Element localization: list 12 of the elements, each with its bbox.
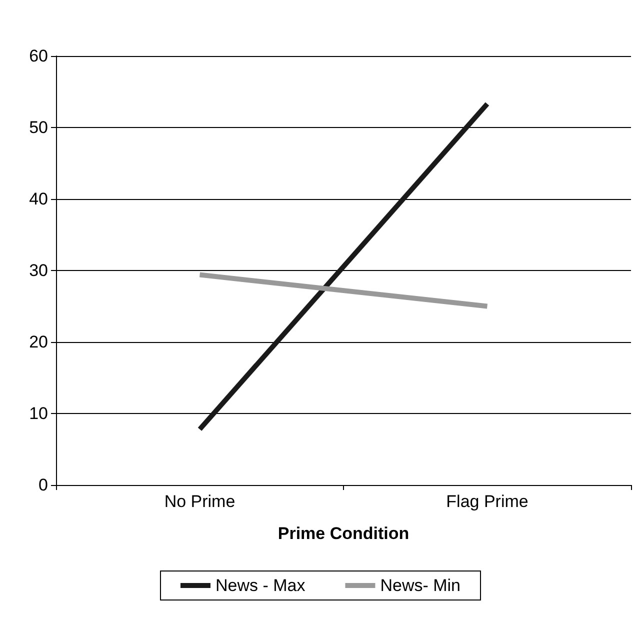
y-tick-label: 40 xyxy=(29,190,48,208)
y-tick-label: 0 xyxy=(38,476,48,494)
y-tick-label: 20 xyxy=(29,332,48,352)
x-tick-label: Flag Prime xyxy=(446,492,528,511)
y-tick-label: 10 xyxy=(29,404,48,423)
x-tick-label: No Prime xyxy=(164,492,236,511)
legend-label: News- Min xyxy=(380,576,461,595)
y-tick-label: 50 xyxy=(29,118,48,137)
x-axis-title: Prime Condition xyxy=(278,524,410,543)
y-tick-label: 60 xyxy=(29,46,48,66)
y-tick-label: 30 xyxy=(29,261,48,280)
legend-label: News - Max xyxy=(215,576,306,595)
